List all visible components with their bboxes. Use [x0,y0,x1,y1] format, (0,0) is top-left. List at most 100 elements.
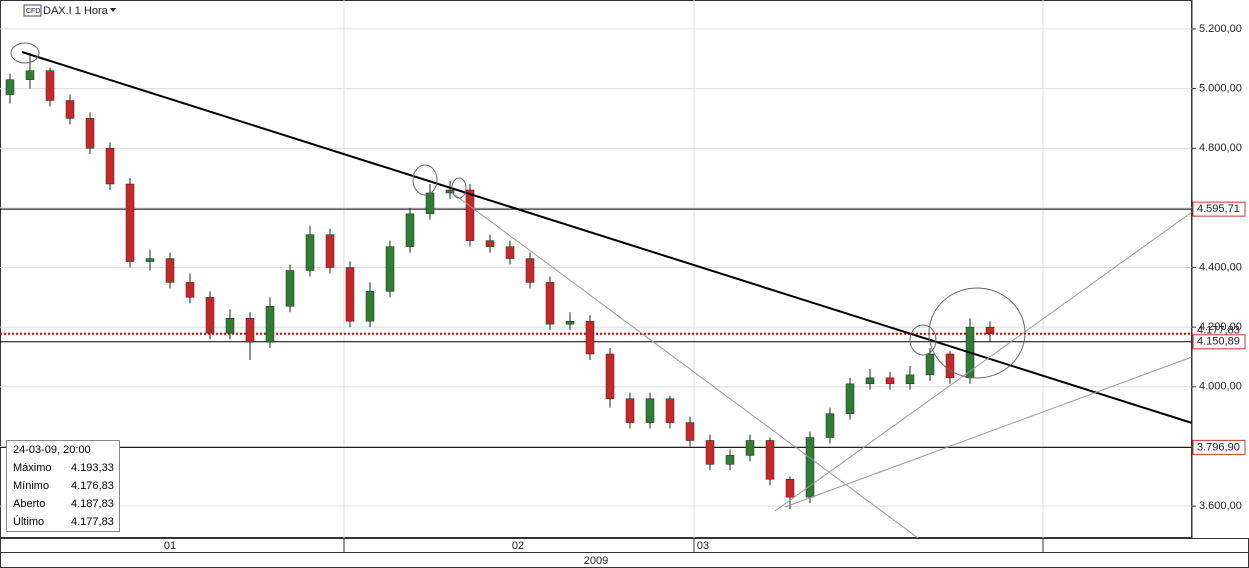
candle-body [665,398,675,423]
last-price-label: 4.177,83 [1197,325,1240,337]
candle-body [485,240,495,247]
y-tick-label: 4.800,00 [1199,142,1242,154]
level-label: 4.150,89 [1197,336,1240,348]
x-tick-label: 02 [512,540,524,552]
candle-body [685,422,695,441]
info-label: Máximo [13,462,52,474]
info-date: 24-03-09, 20:00 [13,444,91,456]
candle-body [285,270,295,307]
candle-body [345,267,355,322]
candle-body [725,455,735,465]
y-tick-label: 4.200,00 [1199,321,1242,333]
info-panel: 24-03-09, 20:00 Máximo 4.193,33 Mínimo 4.17… [6,440,120,532]
y-tick-label: 5.200,00 [1199,23,1242,35]
candle-body [785,478,795,498]
info-value: 4.177,83 [71,516,114,528]
info-row: Mínimo 4.176,83 [7,477,119,495]
candle-body [125,183,135,262]
candle-body [25,70,35,80]
level-label: 3.796,90 [1197,441,1240,453]
x-tick-label: 03 [697,540,709,552]
cfd-badge [23,4,42,17]
trendline [21,51,1193,424]
candle-body [765,440,775,480]
candle-body [925,353,935,376]
level-label: 4.595,71 [1197,203,1240,215]
y-tick-label: 4.000,00 [1199,381,1242,393]
candle-body [45,70,55,101]
info-label: Mínimo [13,480,50,492]
candle-body [645,398,655,423]
candle-body [745,440,755,456]
candle-body [525,258,535,283]
candle-body [145,258,155,262]
info-label: Último [13,516,45,528]
candle-body [225,317,235,334]
candle-body [5,79,15,95]
x-tick-label: 01 [164,540,176,552]
candle-body [545,282,555,325]
candle-body [905,374,915,385]
cfd-text: CFD [26,8,40,15]
plot-frame [0,0,1192,538]
candle-body [585,320,595,355]
info-value: 4.176,83 [71,480,114,492]
info-row: Aberto 4.187,83 [7,495,119,513]
candle-body [625,398,635,423]
info-value: 4.187,83 [71,498,114,510]
chart-title[interactable]: DAX.I 1 Hora [43,5,109,17]
highlight-circle [451,177,467,199]
y-tick-label: 4.400,00 [1199,261,1242,273]
candle-body [805,437,815,498]
y-tick-label: 3.600,00 [1199,500,1242,512]
y-tick-label: 5.000,00 [1199,82,1242,94]
highlight-circle [928,287,1026,379]
level-label-box [1192,439,1246,455]
candle-body [605,353,615,399]
candle-body [425,192,435,215]
dropdown-arrow[interactable] [110,8,116,12]
candle-body [445,189,455,194]
info-row: Último 4.177,83 [7,513,119,531]
candle-body [565,320,575,325]
candle-body [405,213,415,247]
candle-body [865,377,875,385]
candle-body [245,317,255,343]
info-row: Máximo 4.193,33 [7,459,119,477]
year-label: 2009 [584,555,608,567]
trendline [774,211,1193,512]
candle-body [105,147,115,185]
trendline [454,194,919,539]
level-label-box [1192,334,1246,350]
candle-body [205,297,215,334]
candle-body [165,258,175,283]
level-label-box [1192,201,1246,217]
year-row [0,552,1249,568]
highlight-circle [10,42,40,64]
candle-body [385,246,395,292]
candle-body [705,440,715,465]
candle-body [845,383,855,414]
candle-body [365,291,375,322]
drawings [10,42,1193,539]
trendline [784,356,1193,508]
highlight-circle [412,164,438,196]
info-label: Aberto [13,498,46,510]
candle-body [305,234,315,271]
candle-body [885,377,895,385]
candle-body [985,326,995,334]
candle-body [265,306,275,343]
candle-body [185,282,195,298]
candle-body [85,118,95,149]
candle-body [505,246,515,259]
candle-body [465,189,475,241]
candle-body [65,100,75,119]
info-value: 4.193,33 [71,462,114,474]
candle-body [825,413,835,438]
x-axis-row [0,538,1249,553]
candle-body [325,234,335,268]
candle-body [945,353,955,379]
highlight-circle [909,324,937,356]
